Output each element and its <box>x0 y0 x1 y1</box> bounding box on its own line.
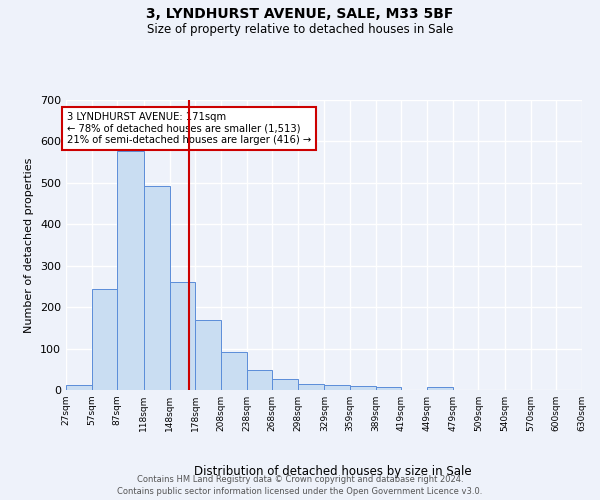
Bar <box>195 320 221 390</box>
Bar <box>92 290 118 390</box>
Bar <box>247 370 272 390</box>
Bar <box>325 384 350 390</box>
Bar <box>221 352 247 390</box>
Bar <box>144 186 170 390</box>
Bar <box>427 386 453 390</box>
Bar <box>272 379 298 390</box>
Text: 3, LYNDHURST AVENUE, SALE, M33 5BF: 3, LYNDHURST AVENUE, SALE, M33 5BF <box>146 8 454 22</box>
Bar <box>350 386 376 390</box>
Bar <box>298 384 325 390</box>
Bar <box>118 150 144 390</box>
Text: 3 LYNDHURST AVENUE: 171sqm
← 78% of detached houses are smaller (1,513)
21% of s: 3 LYNDHURST AVENUE: 171sqm ← 78% of deta… <box>67 112 311 145</box>
Text: Distribution of detached houses by size in Sale: Distribution of detached houses by size … <box>194 464 472 477</box>
Text: Contains HM Land Registry data © Crown copyright and database right 2024.
Contai: Contains HM Land Registry data © Crown c… <box>118 474 482 496</box>
Text: Size of property relative to detached houses in Sale: Size of property relative to detached ho… <box>147 22 453 36</box>
Bar <box>66 385 92 390</box>
Y-axis label: Number of detached properties: Number of detached properties <box>25 158 34 332</box>
Bar <box>376 387 401 390</box>
Bar <box>170 282 195 390</box>
